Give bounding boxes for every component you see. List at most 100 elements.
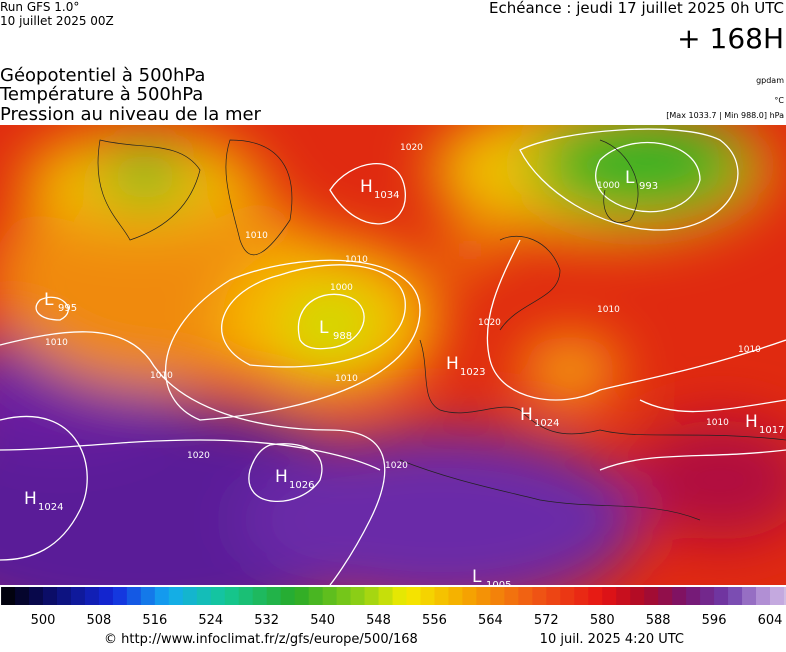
colorbar-label: 564: [478, 613, 503, 628]
colorbar-swatch: [392, 587, 407, 605]
colorbar-label: 508: [87, 613, 112, 628]
colorbar-swatch: [84, 587, 100, 605]
colorbar-label: 524: [198, 613, 223, 628]
colorbar-swatch: [504, 587, 519, 605]
colorbar-swatch: [252, 587, 268, 605]
colorbar-swatch: [560, 587, 575, 605]
center-value: 988: [333, 331, 352, 342]
colorbar-label: 604: [758, 613, 783, 628]
colorbar-swatch: [168, 587, 184, 605]
isobar-label: 1010: [738, 345, 761, 355]
colorbar-swatch: [224, 587, 240, 605]
colorbar-swatch: [154, 587, 170, 605]
colorbar-swatch: [70, 587, 86, 605]
center-value: 1024: [38, 502, 63, 513]
colorbar-swatch: [280, 587, 296, 605]
isobar-label: 1010: [45, 338, 68, 348]
isobar-label: 1000: [597, 181, 620, 191]
colorbar-swatch: [182, 587, 198, 605]
coastlines: [97, 139, 786, 521]
colorbar-label: 572: [534, 613, 559, 628]
colorbar-swatch: [714, 587, 729, 605]
colorbar-swatch: [462, 587, 477, 605]
colorbar-swatch: [112, 587, 128, 605]
center-value: 995: [58, 303, 77, 314]
echeance: Echéance : jeudi 17 juillet 2025 0h UTC: [489, 0, 784, 17]
colorbar-swatch: [588, 587, 603, 605]
colorbar-swatch: [448, 587, 463, 605]
colorbar-swatch: [644, 587, 659, 605]
isobar-label: 1010: [335, 374, 358, 384]
colorbar-label: 548: [366, 613, 391, 628]
isobar-label: 1010: [150, 371, 173, 381]
colorbar-label: 596: [702, 613, 727, 628]
center-type: L: [625, 168, 635, 188]
field-shading: [0, 125, 786, 585]
run-date: 10 juillet 2025 00Z: [0, 14, 114, 28]
run-label: Run GFS 1.0°: [0, 0, 79, 14]
isobar-label: 1010: [245, 231, 268, 241]
isobar-label: 1020: [187, 451, 210, 461]
center-value: 1024: [534, 418, 559, 429]
colorbar-label: 532: [254, 613, 279, 628]
colorbar-swatch: [658, 587, 673, 605]
center-type: L: [44, 290, 54, 310]
center-type: H: [275, 467, 288, 487]
isobar-label: 1020: [400, 143, 423, 153]
colorbar-swatch: [602, 587, 617, 605]
center-type: L: [319, 318, 329, 338]
colorbar-swatch: [518, 587, 533, 605]
colorbar-swatch: [210, 587, 226, 605]
center-type: H: [360, 177, 373, 197]
colorbar-swatch: [532, 587, 547, 605]
colorbar-swatch: [672, 587, 687, 605]
colorbar-label: 556: [422, 613, 447, 628]
colorbar-swatch: [756, 587, 771, 605]
isobar-label: 1010: [706, 418, 729, 428]
colorbar-swatch: [196, 587, 212, 605]
field-title: Pression au niveau de la mer: [0, 104, 262, 125]
colorbar-swatch: [476, 587, 491, 605]
colorbar-swatch: [336, 587, 352, 605]
colorbar-swatch: [574, 587, 589, 605]
colorbar-swatch: [546, 587, 561, 605]
field-title: Géopotentiel à 500hPa: [0, 65, 205, 86]
center-value: 1034: [374, 190, 399, 201]
unit: [Max 1033.7 | Min 988.0] hPa: [666, 111, 784, 120]
field-title: Température à 500hPa: [0, 84, 203, 105]
lead-time: + 168H: [677, 22, 784, 55]
colorbar: 500 508 516 524 532 540 548 556 564 572 580 588 596 6…: [1, 587, 786, 628]
isobars: [0, 128, 786, 585]
colorbar-swatch: [783, 587, 786, 605]
colorbar-label: 500: [31, 613, 56, 628]
center-value: 1017: [759, 425, 784, 436]
colorbar-swatch: [15, 587, 30, 605]
center-type: L: [472, 567, 482, 587]
colorbar-swatch: [350, 587, 366, 605]
colorbar-swatch: [728, 587, 743, 605]
colorbar-swatch: [29, 587, 44, 605]
colorbar-swatch: [378, 587, 394, 605]
colorbar-swatch: [308, 587, 324, 605]
source-url: © http://www.infoclimat.fr/z/gfs/europe/…: [104, 632, 418, 647]
colorbar-swatch: [140, 587, 156, 605]
unit: °C: [774, 96, 784, 105]
colorbar-label: 580: [590, 613, 615, 628]
isobar-label: 1020: [385, 461, 408, 471]
colorbar-swatch: [238, 587, 254, 605]
colorbar-swatch: [322, 587, 338, 605]
colorbar-swatch: [98, 587, 114, 605]
colorbar-label: 588: [646, 613, 671, 628]
colorbar-swatch: [686, 587, 701, 605]
colorbar-swatch: [126, 587, 142, 605]
center-type: H: [24, 489, 37, 509]
colorbar-swatch: [420, 587, 435, 605]
colorbar-label: 516: [142, 613, 167, 628]
colorbar-swatch: [294, 587, 310, 605]
colorbar-label: 540: [310, 613, 335, 628]
colorbar-swatch: [266, 587, 282, 605]
isobar-label: 1010: [597, 305, 620, 315]
center-type: H: [745, 412, 758, 432]
